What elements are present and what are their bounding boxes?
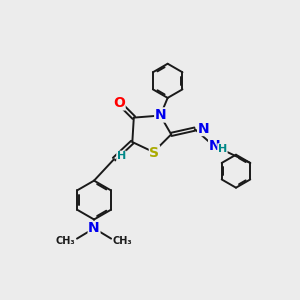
- Text: H: H: [117, 151, 126, 161]
- Text: N: N: [155, 108, 167, 122]
- Text: N: N: [198, 122, 209, 136]
- Text: CH₃: CH₃: [56, 236, 76, 246]
- Text: O: O: [113, 96, 125, 110]
- Text: N: N: [88, 221, 100, 235]
- Text: CH₃: CH₃: [112, 236, 132, 246]
- Text: N: N: [209, 139, 220, 153]
- Text: S: S: [149, 146, 159, 160]
- Text: H: H: [218, 144, 227, 154]
